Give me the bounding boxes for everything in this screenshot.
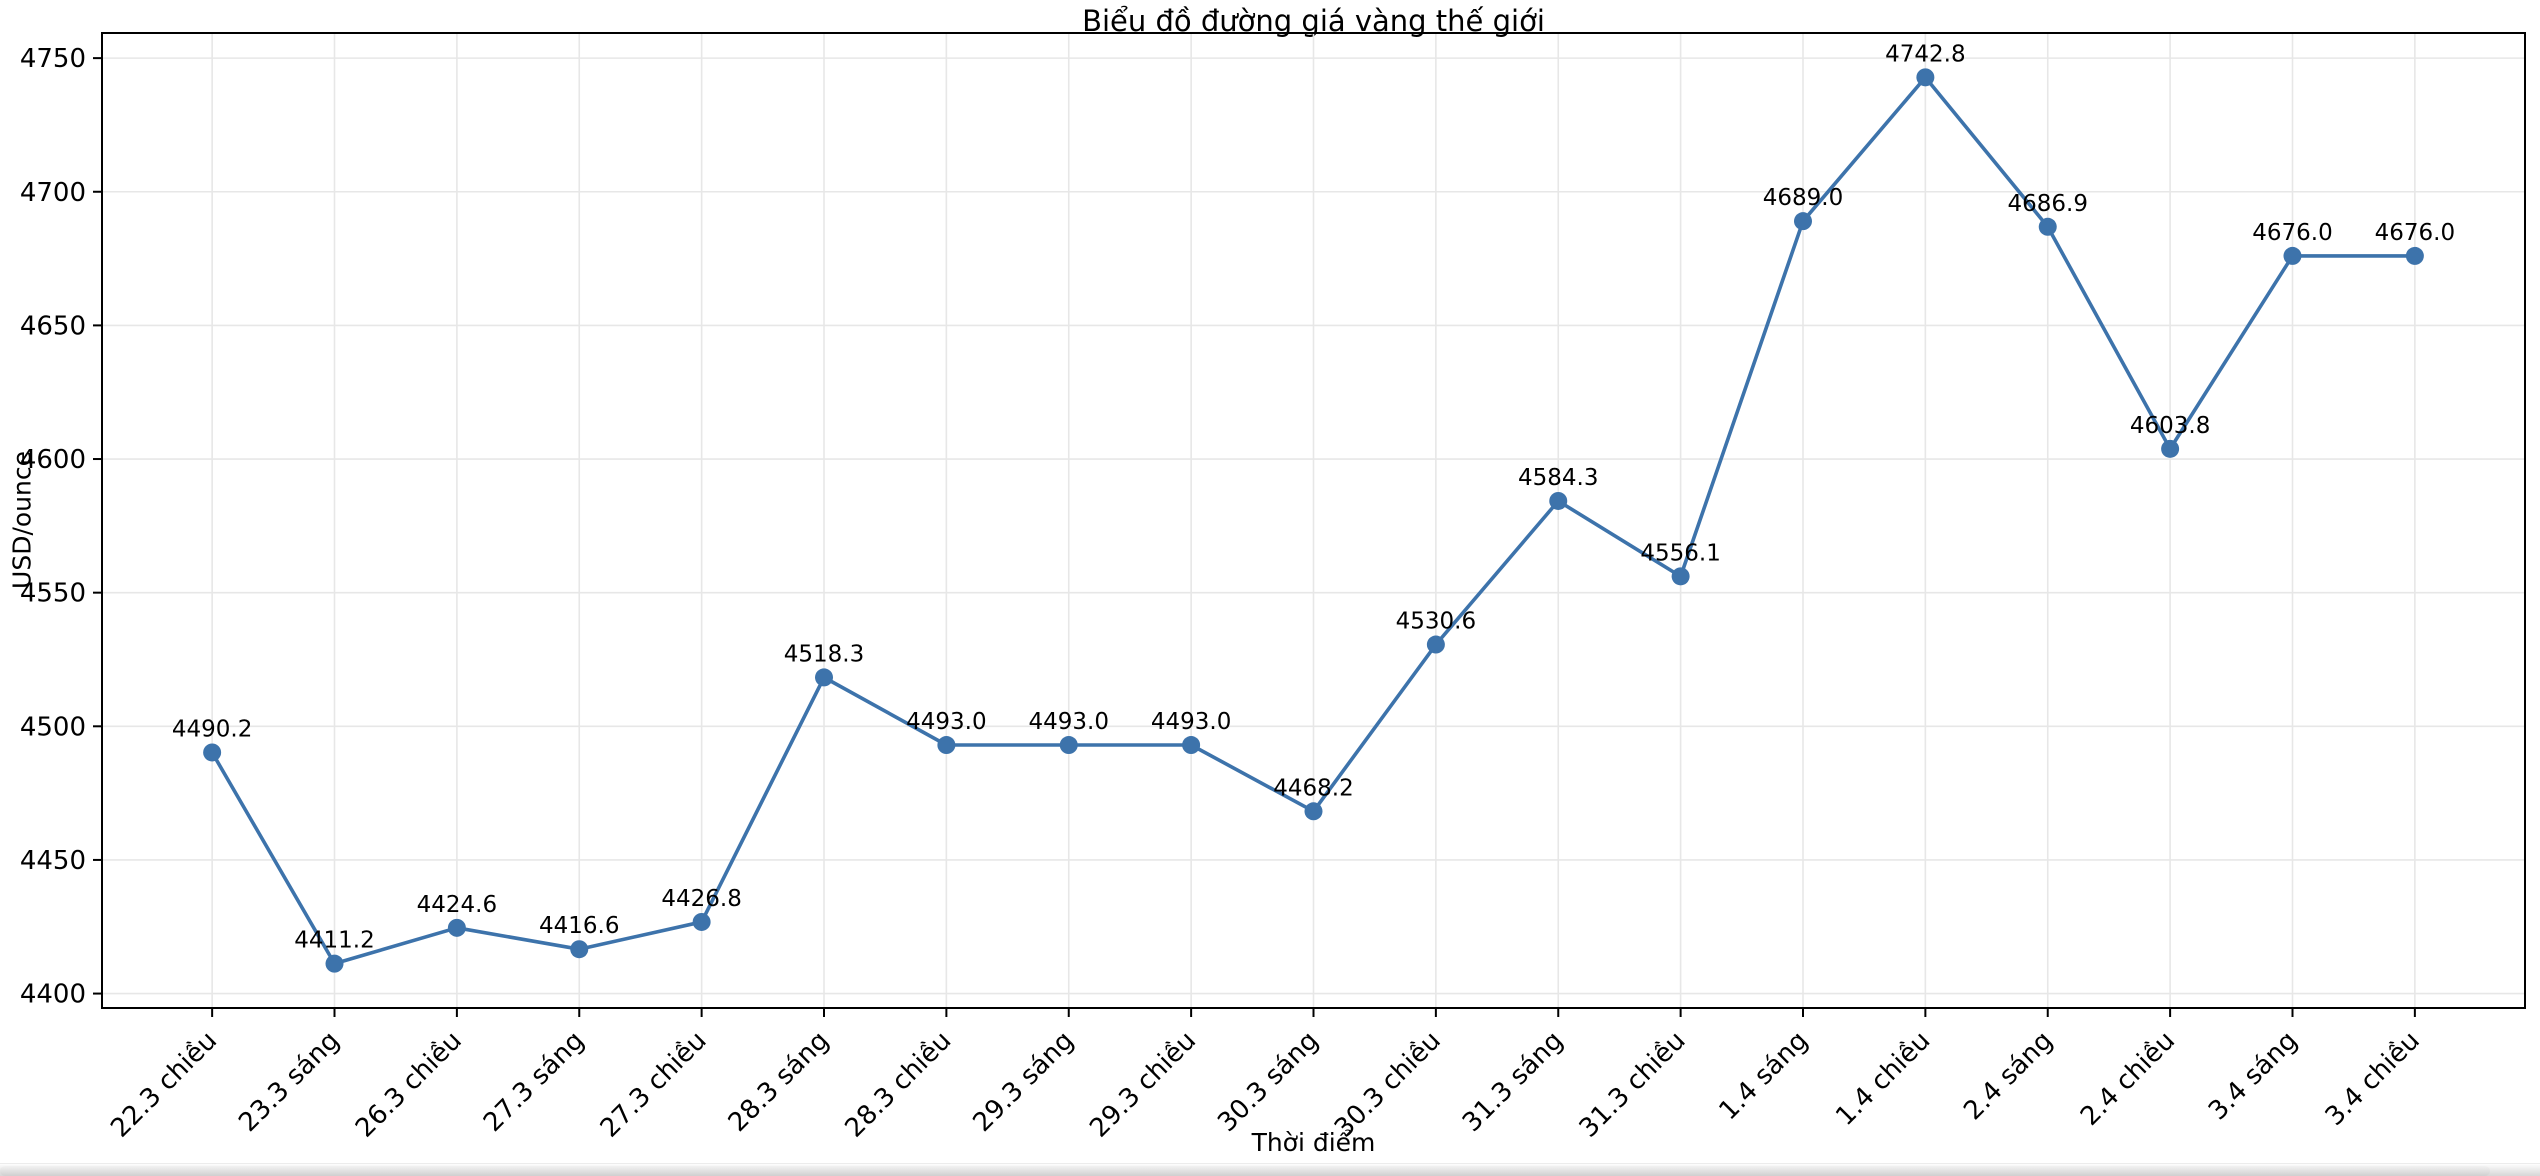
x-axis-label: Thời điểm — [1251, 1128, 1376, 1157]
data-point-marker — [2405, 246, 2424, 265]
y-tick-label: 4550 — [20, 579, 86, 609]
data-point-marker — [937, 736, 956, 755]
data-point-marker — [570, 940, 589, 959]
x-tick-label: 29.3 chiều — [1084, 1026, 1202, 1144]
x-tick-label: 2.4 chiều — [2075, 1026, 2181, 1132]
x-tick-label: 29.3 sáng — [968, 1026, 1080, 1138]
gridlines — [102, 33, 2525, 1008]
x-tick-label: 31.3 chiều — [1574, 1026, 1692, 1144]
data-point-marker — [815, 668, 834, 687]
y-tick-label: 4600 — [20, 445, 86, 475]
data-point-marker — [1916, 68, 1935, 87]
data-point-label: 4493.0 — [906, 709, 986, 735]
x-tick-label: 1.4 chiều — [1830, 1026, 1936, 1132]
data-point-label: 4603.8 — [2130, 413, 2210, 439]
data-point-marker — [2283, 246, 2302, 265]
y-tick-label: 4500 — [20, 712, 86, 742]
data-point-label: 4676.0 — [2252, 220, 2332, 246]
data-point-marker — [1549, 491, 1568, 510]
data-point-label: 4468.2 — [1273, 775, 1353, 801]
y-axis: 4400 4450 4500 4550 4600 4650 4700 4750 — [20, 44, 102, 1010]
y-tick-label: 4400 — [20, 980, 86, 1010]
data-point-marker — [1671, 567, 1690, 586]
data-points: 4490.2 4411.2 4424.6 4416.6 4426.8 4518.3 4493… — [172, 41, 2455, 973]
horizontal-scrollbar[interactable] — [0, 1163, 2540, 1176]
y-tick-label: 4700 — [20, 178, 86, 208]
data-point-marker — [2038, 217, 2057, 236]
x-tick-label: 27.3 chiều — [595, 1026, 713, 1144]
x-tick-label: 27.3 sáng — [478, 1026, 590, 1138]
data-point-marker — [325, 954, 344, 973]
y-tick-label: 4650 — [20, 311, 86, 341]
data-point-label: 4676.0 — [2375, 220, 2455, 246]
x-tick-label: 28.3 sáng — [723, 1026, 835, 1138]
data-point-label: 4416.6 — [539, 913, 619, 939]
data-point-label: 4518.3 — [784, 641, 864, 667]
data-point-label: 4530.6 — [1396, 609, 1476, 635]
data-point-marker — [1182, 736, 1201, 755]
data-point-marker — [1426, 635, 1445, 654]
x-tick-label: 3.4 chiều — [2320, 1026, 2426, 1132]
data-point-label: 4493.0 — [1151, 709, 1231, 735]
data-point-label: 4424.6 — [417, 892, 497, 918]
x-tick-label: 30.3 chiều — [1329, 1026, 1447, 1144]
data-point-label: 4556.1 — [1640, 540, 1720, 566]
data-point-marker — [1304, 802, 1323, 821]
data-point-marker — [203, 743, 222, 762]
data-point-label: 4584.3 — [1518, 465, 1598, 491]
data-point-label: 4686.9 — [2008, 191, 2088, 217]
x-axis: 22.3 chiều 23.3 sáng 26.3 chiều 27.3 sáng 27… — [105, 1008, 2426, 1144]
data-point-label: 4411.2 — [294, 928, 374, 954]
y-tick-label: 4450 — [20, 846, 86, 876]
x-tick-label: 26.3 chiều — [350, 1026, 468, 1144]
x-tick-label: 1.4 sáng — [1713, 1026, 1813, 1126]
x-tick-label: 22.3 chiều — [105, 1026, 223, 1144]
x-tick-label: 3.4 sáng — [2203, 1026, 2303, 1126]
data-point-marker — [447, 918, 466, 937]
data-point-marker — [1793, 212, 1812, 231]
data-point-label: 4490.2 — [172, 716, 252, 742]
x-tick-label: 28.3 chiều — [839, 1026, 957, 1144]
data-point-label: 4426.8 — [661, 886, 741, 912]
data-point-label: 4742.8 — [1885, 41, 1965, 67]
data-point-marker — [1059, 736, 1078, 755]
y-tick-label: 4750 — [20, 44, 86, 74]
data-point-marker — [692, 912, 711, 931]
x-tick-label: 30.3 sáng — [1212, 1026, 1324, 1138]
x-tick-label: 23.3 sáng — [233, 1026, 345, 1138]
data-point-label: 4493.0 — [1029, 709, 1109, 735]
x-tick-label: 31.3 sáng — [1457, 1026, 1569, 1138]
data-point-label: 4689.0 — [1763, 185, 1843, 211]
data-point-marker — [2161, 439, 2180, 458]
scrollbar-thumb[interactable] — [0, 1166, 2490, 1176]
x-tick-label: 2.4 sáng — [1958, 1026, 2058, 1126]
